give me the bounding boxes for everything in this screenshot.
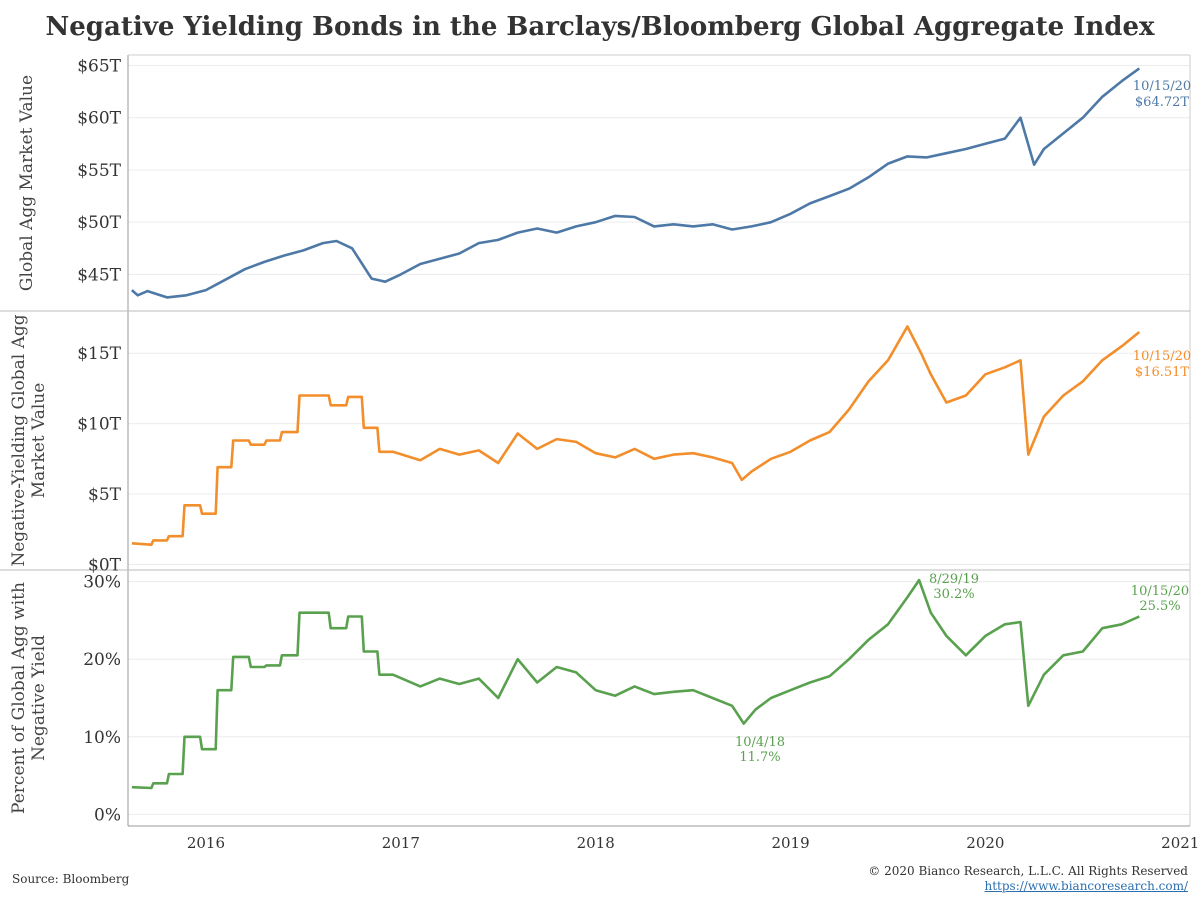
text-layer: 2016 2017 2018 2019 2020 2021 $45T $50T $55T $60T… bbox=[9, 56, 1199, 852]
y-tick-label: $60T bbox=[77, 109, 121, 129]
annotation-value: 11.7% bbox=[739, 750, 780, 765]
y-tick-label: $45T bbox=[77, 265, 121, 285]
y-tick-label: $5T bbox=[88, 485, 122, 505]
x-tick-label: 2020 bbox=[966, 834, 1004, 852]
y-axis-title-line: Negative-Yielding Global Agg bbox=[9, 314, 29, 566]
chart-title: Negative Yielding Bonds in the Barclays/… bbox=[45, 12, 1155, 42]
x-tick-label: 2021 bbox=[1161, 834, 1199, 852]
y-tick-label: 10% bbox=[83, 728, 121, 748]
annotation-value: $16.51T bbox=[1135, 365, 1189, 380]
annotation-value: $64.72T bbox=[1135, 95, 1189, 110]
annotation-value: 25.5% bbox=[1139, 599, 1180, 614]
y-axis-title: Percent of Global Agg withNegative Yield bbox=[9, 582, 49, 814]
y-tick-label: $50T bbox=[77, 213, 121, 233]
annotation-date: 8/29/19 bbox=[929, 572, 979, 587]
frame-layer bbox=[0, 54, 1191, 827]
y-axis-title-line: Negative Yield bbox=[29, 635, 49, 761]
series-line bbox=[131, 578, 1140, 790]
y-tick-label: $10T bbox=[77, 415, 121, 435]
x-tick-label: 2016 bbox=[187, 834, 225, 852]
annotation-date: 10/4/18 bbox=[735, 735, 785, 750]
series-line bbox=[131, 67, 1141, 299]
y-tick-label: $0T bbox=[88, 555, 122, 575]
annotation-value: 30.2% bbox=[933, 587, 974, 602]
x-tick-label: 2017 bbox=[382, 834, 420, 852]
y-axis-title: Negative-Yielding Global AggMarket Value bbox=[9, 314, 49, 566]
grid-layer bbox=[128, 64, 1190, 815]
website-link[interactable]: https://www.biancoresearch.com/ bbox=[984, 879, 1188, 893]
x-tick-label: 2018 bbox=[577, 834, 615, 852]
y-tick-label: $55T bbox=[77, 161, 121, 181]
y-axis-title-line: Market Value bbox=[29, 383, 49, 499]
annotation-date: 10/15/20 bbox=[1133, 349, 1191, 364]
y-tick-label: $15T bbox=[77, 344, 121, 364]
annotation-date: 10/15/20 bbox=[1131, 584, 1189, 599]
y-axis-title-line: Percent of Global Agg with bbox=[9, 582, 29, 814]
annotation-date: 10/15/20 bbox=[1133, 79, 1191, 94]
series-line bbox=[131, 325, 1141, 547]
y-tick-label: 30% bbox=[83, 573, 121, 593]
copyright-note: © 2020 Bianco Research, L.L.C. All Right… bbox=[868, 864, 1188, 878]
lines-layer bbox=[131, 67, 1141, 790]
x-tick-label: 2019 bbox=[771, 834, 809, 852]
y-tick-label: 0% bbox=[94, 805, 121, 825]
y-tick-label: 20% bbox=[83, 650, 121, 670]
source-note: Source: Bloomberg bbox=[12, 872, 130, 886]
y-tick-label: $65T bbox=[77, 56, 121, 76]
y-axis-title: Global Agg Market Value bbox=[17, 75, 37, 291]
